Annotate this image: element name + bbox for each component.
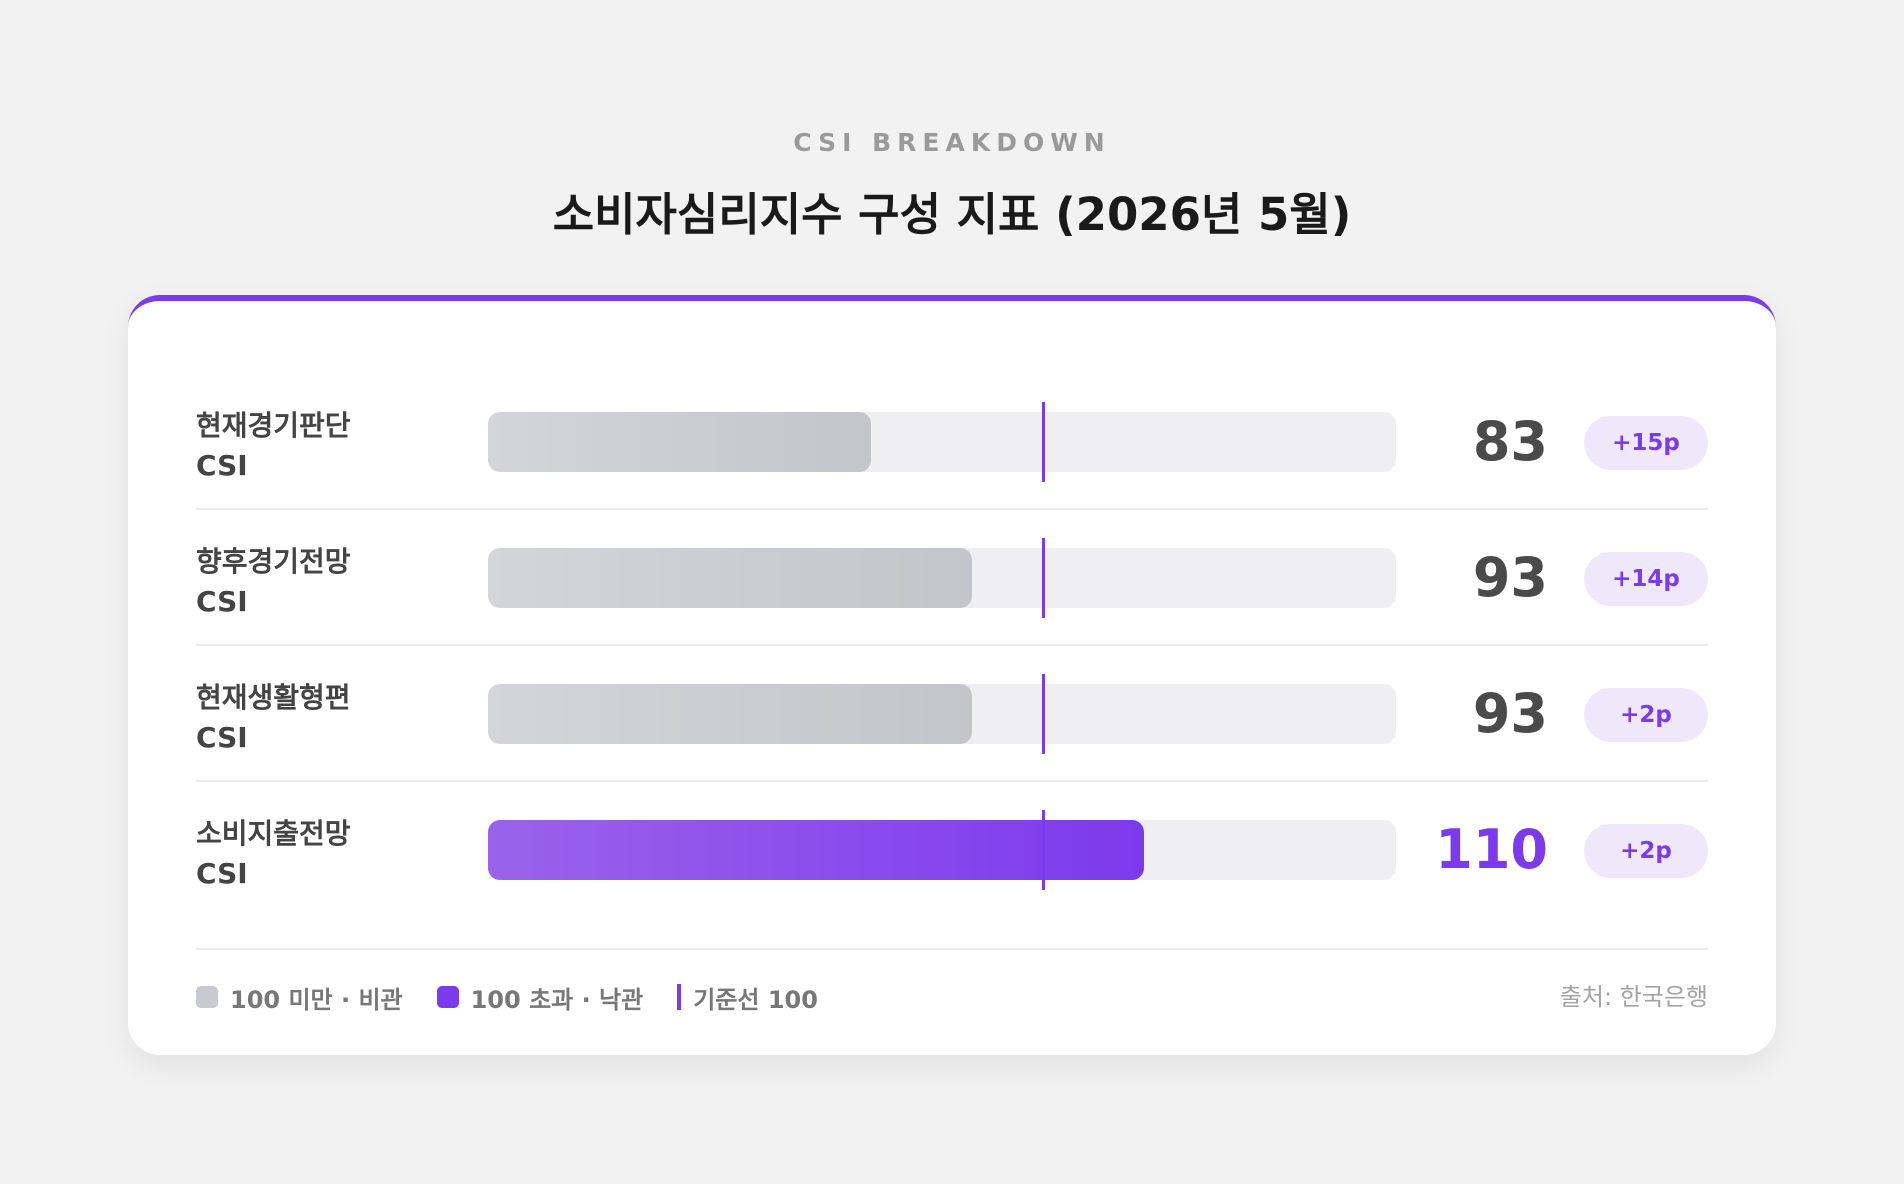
- chart-card: 현재경기판단 CSI 83 +15p 향후경기전망 CSI 93 +14p 현재…: [128, 295, 1776, 1055]
- row-label-name: 현재생활형편: [196, 681, 351, 714]
- row-label-name: 향후경기전망: [196, 545, 351, 578]
- change-badge: +14p: [1584, 552, 1708, 606]
- legend-label-baseline: 기준선 100: [693, 985, 818, 1014]
- row-label: 향후경기전망 CSI: [196, 542, 351, 622]
- bar-row: 현재생활형편 CSI 93 +2p: [196, 644, 1708, 782]
- bar-fill: [488, 548, 973, 608]
- baseline-marker: [1041, 674, 1045, 754]
- legend-divider: [196, 948, 1708, 950]
- legend: 100 미만 · 비관 100 초과 · 낙관 기준선 100: [196, 977, 852, 1017]
- bar-row: 소비지출전망 CSI 110 +2p: [196, 780, 1708, 916]
- bar-fill: [488, 412, 872, 472]
- row-label-suffix: CSI: [196, 857, 248, 890]
- bar-row: 현재경기판단 CSI 83 +15p: [196, 372, 1708, 510]
- legend-label-below: 100 미만 · 비관: [230, 985, 403, 1014]
- bar-value: 110: [1435, 818, 1548, 881]
- bar-track: [488, 412, 1396, 472]
- change-badge: +2p: [1584, 688, 1708, 742]
- bar-value: 93: [1472, 682, 1548, 745]
- row-label-suffix: CSI: [196, 585, 248, 618]
- bar-track: [488, 548, 1396, 608]
- row-label-name: 현재경기판단: [196, 409, 351, 442]
- legend-baseline-mark: [677, 984, 682, 1010]
- bar-fill: [488, 684, 973, 744]
- change-badge: +2p: [1584, 824, 1708, 878]
- row-label-name: 소비지출전망: [196, 817, 351, 850]
- row-label-suffix: CSI: [196, 449, 248, 482]
- row-label: 소비지출전망 CSI: [196, 814, 351, 894]
- bar-track: [488, 684, 1396, 744]
- bar-fill: [488, 820, 1144, 880]
- baseline-marker: [1041, 402, 1045, 482]
- legend-label-above: 100 초과 · 낙관: [470, 985, 644, 1014]
- legend-swatch-above: [436, 986, 459, 1008]
- bar-value: 83: [1472, 410, 1548, 473]
- row-label: 현재경기판단 CSI: [196, 406, 351, 486]
- bar-value: 93: [1472, 546, 1548, 609]
- source-note: 출처: 한국은행: [1559, 983, 1708, 1011]
- legend-item-below: 100 미만 · 비관: [196, 980, 403, 1015]
- chart-eyebrow: CSI BREAKDOWN: [793, 128, 1111, 157]
- change-badge: +15p: [1584, 416, 1708, 470]
- row-label: 현재생활형편 CSI: [196, 678, 351, 758]
- legend-item-above: 100 초과 · 낙관: [436, 980, 644, 1015]
- chart-title: 소비자심리지수 구성 지표 (2026년 5월): [552, 188, 1352, 241]
- legend-swatch-below: [196, 986, 218, 1008]
- baseline-marker: [1041, 810, 1045, 890]
- row-label-suffix: CSI: [196, 721, 248, 754]
- bar-row: 향후경기전망 CSI 93 +14p: [196, 508, 1708, 646]
- baseline-marker: [1041, 538, 1045, 618]
- bar-track: [488, 820, 1396, 880]
- legend-item-baseline: 기준선 100: [677, 980, 818, 1015]
